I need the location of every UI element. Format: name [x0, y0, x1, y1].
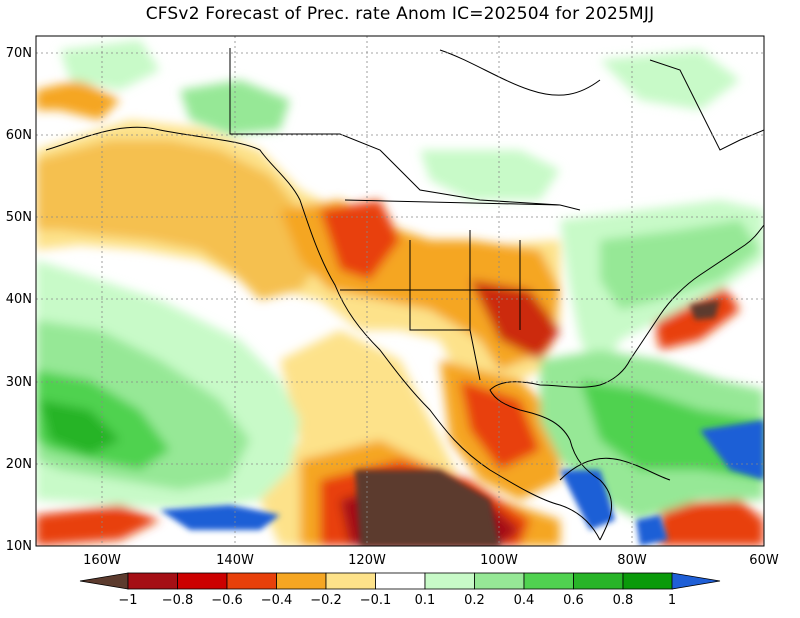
- lat-label: 60N: [6, 128, 32, 143]
- colorbar-swatch: [276, 572, 327, 590]
- colorbar-label: 0.2: [464, 593, 485, 608]
- lat-label: 10N: [6, 539, 32, 554]
- lon-label: 80W: [617, 553, 647, 568]
- lon-label: 160W: [83, 553, 121, 568]
- lat-label: 20N: [6, 457, 32, 472]
- lon-label: 60W: [749, 553, 779, 568]
- lon-label: 140W: [216, 553, 254, 568]
- colorbar-label: 1: [668, 593, 676, 608]
- colorbar-label: 0.8: [613, 593, 634, 608]
- colorbar-swatch: [622, 572, 673, 590]
- colorbar-label: −0.8: [162, 593, 194, 608]
- colorbar-label: 0.1: [415, 593, 436, 608]
- colorbar: −1 −0.8 −0.6 −0.4 −0.2 −0.1 0.1 0.2 0.4 …: [79, 572, 721, 608]
- colorbar-right-arrow: [671, 572, 721, 590]
- colorbar-swatch: [375, 572, 426, 590]
- colorbar-label: 0.6: [563, 593, 584, 608]
- map-title: CFSv2 Forecast of Prec. rate Anom IC=202…: [145, 4, 655, 24]
- anomaly-field: [36, 36, 764, 546]
- graticule: [36, 36, 764, 546]
- colorbar-label: −0.1: [360, 593, 392, 608]
- lat-label: 30N: [6, 375, 32, 390]
- colorbar-label: 0.4: [514, 593, 535, 608]
- colorbar-label: −0.2: [310, 593, 342, 608]
- colorbar-swatch: [226, 572, 277, 590]
- colorbar-label: −0.6: [211, 593, 243, 608]
- map-frame: [35, 35, 765, 547]
- colorbar-swatch: [523, 572, 574, 590]
- colorbar-swatch: [127, 572, 178, 590]
- lon-label: 100W: [480, 553, 518, 568]
- colorbar-label: −1: [118, 593, 137, 608]
- colorbar-swatch: [325, 572, 376, 590]
- colorbar-label: −0.4: [261, 593, 293, 608]
- coastlines: [45, 48, 764, 541]
- lon-label: 120W: [348, 553, 386, 568]
- latitude-labels: 10N 20N 30N 40N 50N 60N 70N: [6, 46, 32, 554]
- colorbar-left-arrow: [79, 572, 129, 590]
- colorbar-swatch: [424, 572, 475, 590]
- lat-label: 50N: [6, 210, 32, 225]
- colorbar-swatch: [573, 572, 624, 590]
- longitude-labels: 160W 140W 120W 100W 80W 60W: [83, 553, 779, 568]
- lat-label: 40N: [6, 292, 32, 307]
- colorbar-swatch: [177, 572, 228, 590]
- colorbar-swatch: [474, 572, 525, 590]
- lat-label: 70N: [6, 46, 32, 61]
